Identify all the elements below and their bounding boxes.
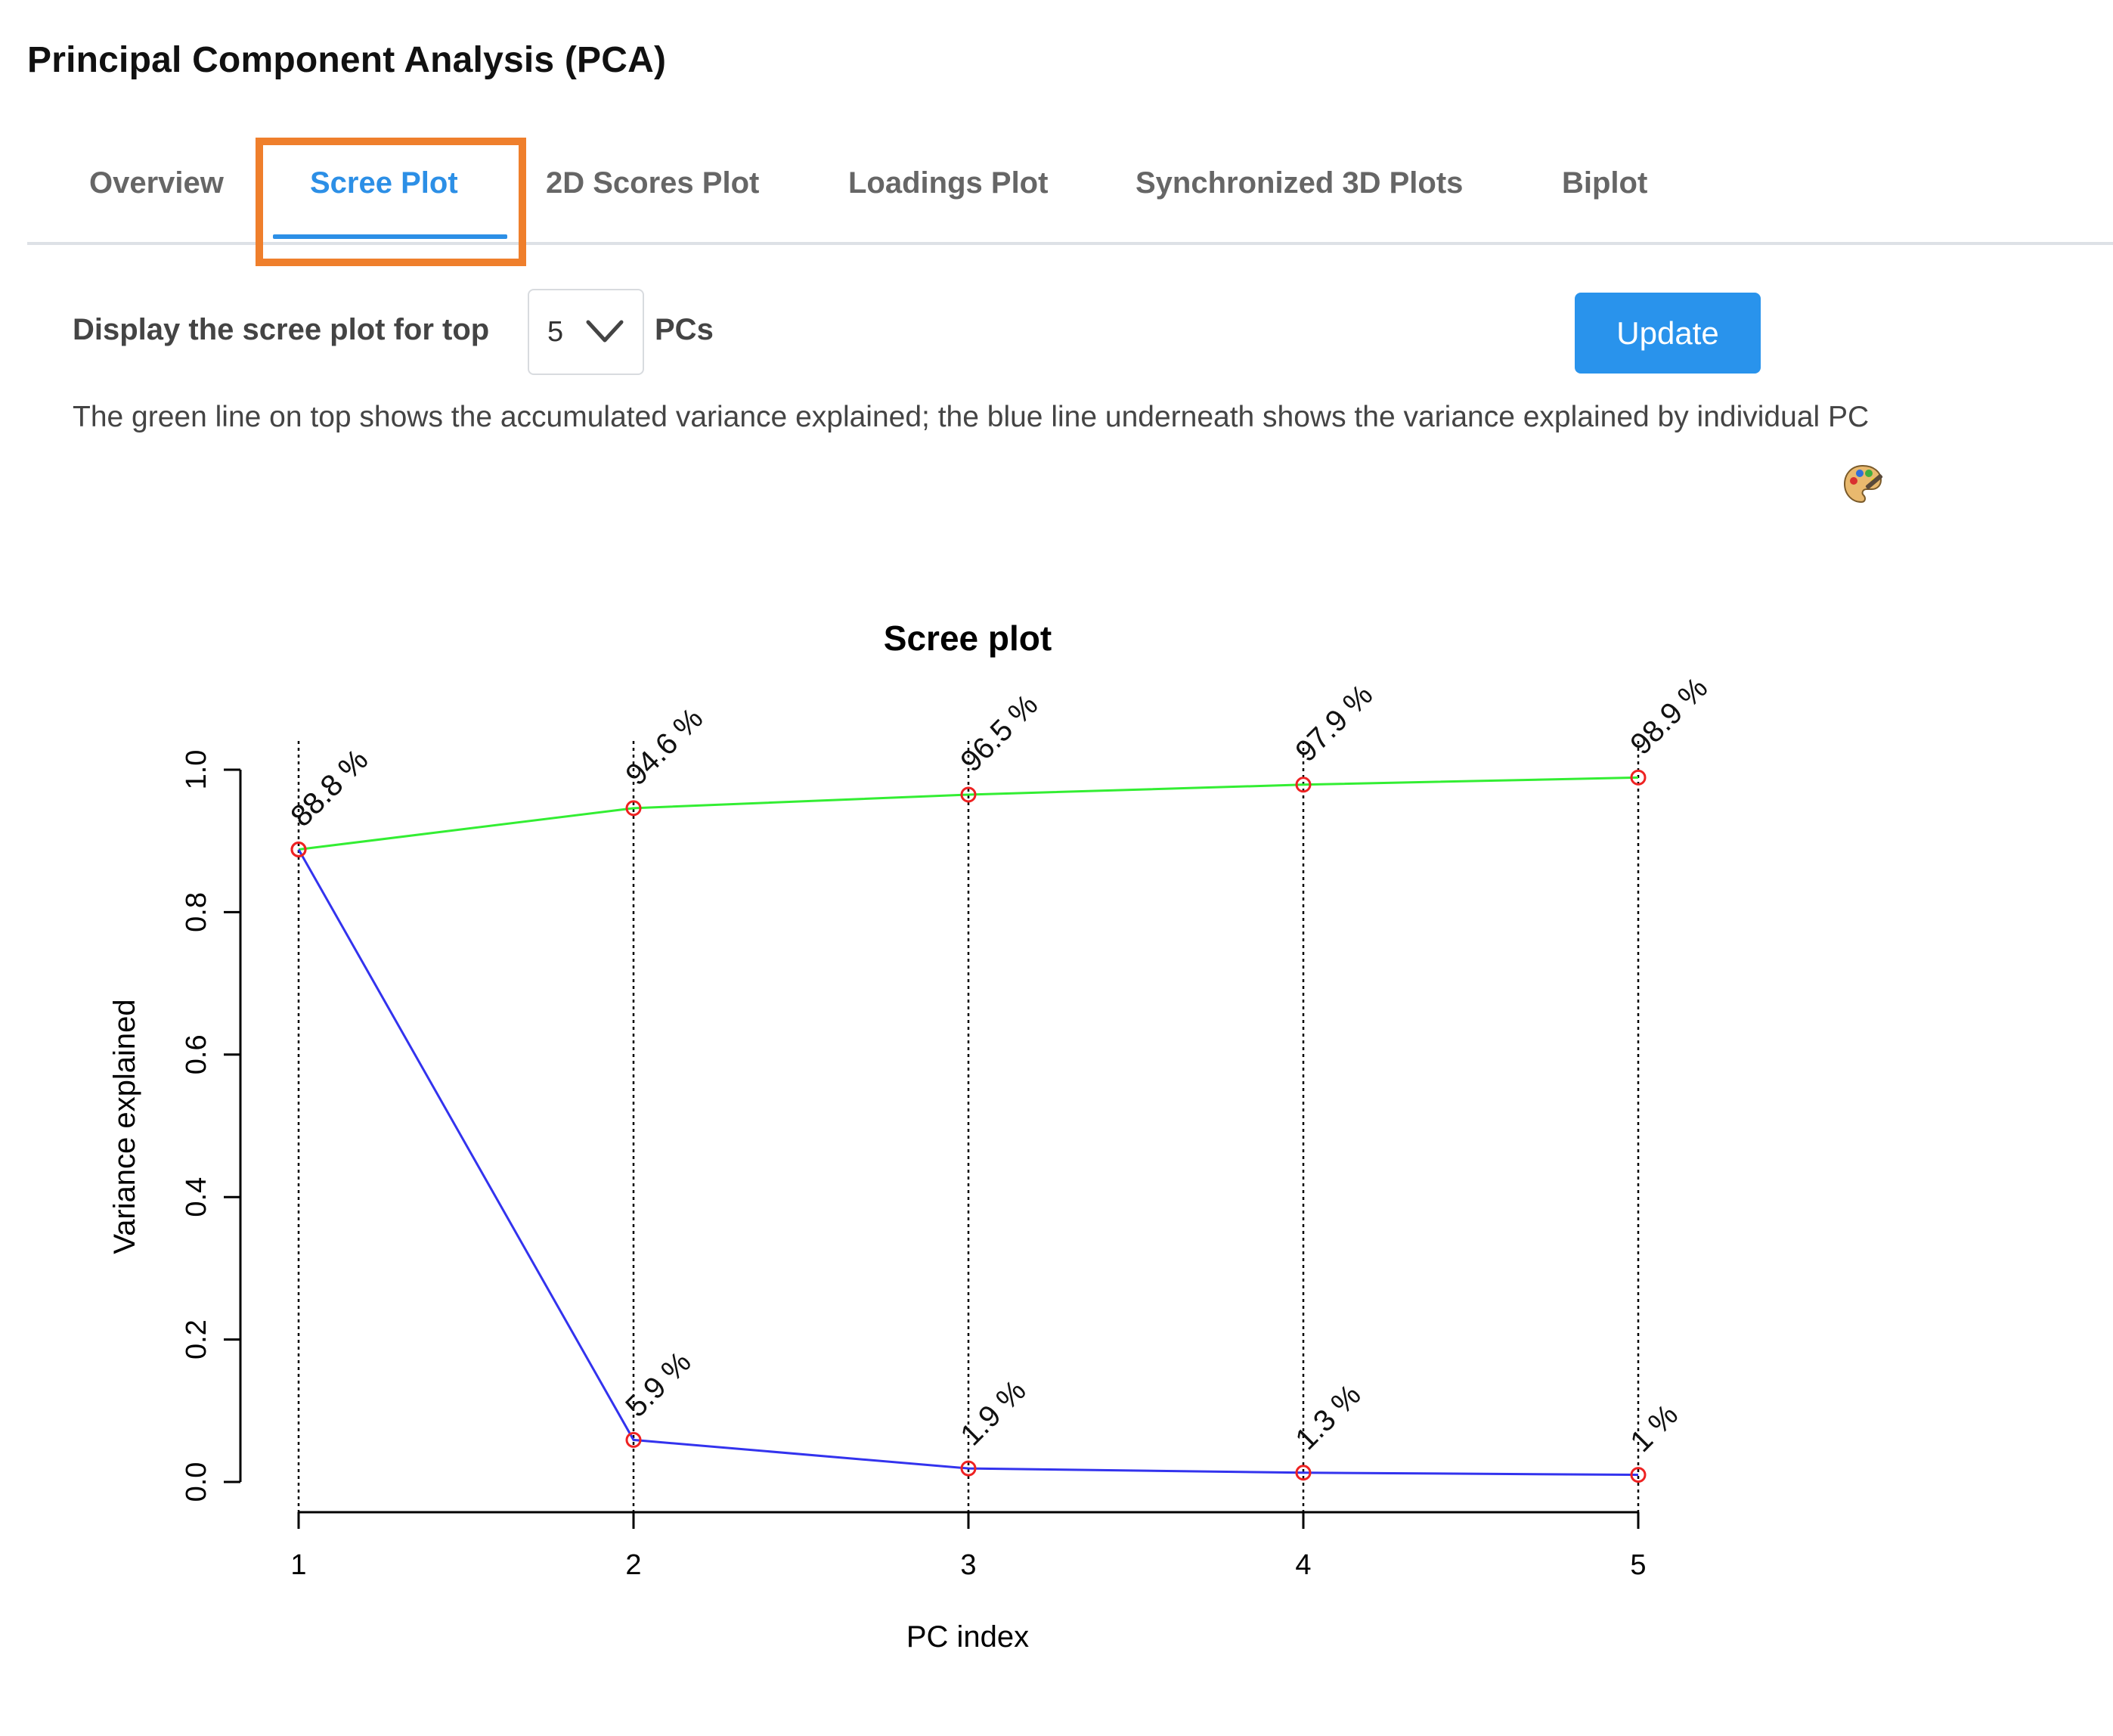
y-tick-label-0.2: 0.2: [181, 1319, 212, 1359]
tab-overview[interactable]: Overview: [89, 166, 224, 200]
individual-point-2: [625, 1431, 642, 1448]
individual-point-5: [1630, 1467, 1647, 1483]
individual-point-4: [1295, 1465, 1312, 1481]
top-pcs-value: 5: [547, 316, 564, 348]
y-tick-label-0.0: 0.0: [181, 1462, 212, 1502]
palette-icon[interactable]: [1842, 463, 1884, 505]
individual-label-5: 1 %: [1624, 1398, 1684, 1459]
x-tick-label-2: 2: [625, 1549, 641, 1581]
y-tick-label-0.8: 0.8: [181, 892, 212, 932]
cumulative-label-3: 96.5 %: [954, 688, 1044, 778]
y-tick-label-0.6: 0.6: [181, 1034, 212, 1074]
pcs-label: PCs: [655, 313, 714, 346]
cumulative-point-3: [960, 786, 977, 803]
cumulative-label-2: 94.6 %: [619, 702, 709, 792]
individual-variance-line: [297, 848, 1639, 1477]
individual-label-2: 5.9 %: [619, 1345, 697, 1423]
top-pcs-select[interactable]: 5: [528, 289, 644, 375]
active-tab-indicator: [273, 234, 507, 239]
individual-label-4: 1.3 %: [1289, 1378, 1367, 1456]
individual-point-1: [290, 842, 307, 858]
x-axis-label: PC index: [906, 1620, 1029, 1654]
tab-synchronized-3d-plots[interactable]: Synchronized 3D Plots: [1136, 166, 1464, 200]
individual-point-3: [960, 1460, 977, 1477]
individual-label-3: 1.9 %: [954, 1374, 1032, 1452]
x-tick-label-5: 5: [1630, 1549, 1646, 1581]
x-tick-label-4: 4: [1295, 1549, 1311, 1581]
cumulative-label-5: 98.9 %: [1624, 671, 1714, 761]
display-top-label: Display the scree plot for top: [73, 313, 490, 346]
cumulative-variance-line: [298, 776, 1639, 851]
tab-scree-plot[interactable]: Scree Plot: [310, 166, 458, 200]
active-tab-highlight: [256, 138, 526, 266]
x-tick-label-3: 3: [960, 1549, 976, 1581]
y-axis-label: Variance explained: [108, 999, 141, 1254]
chevron-down-icon: [586, 320, 624, 343]
y-tick-label-1.0: 1.0: [181, 750, 212, 790]
plot-description: The green line on top shows the accumula…: [73, 401, 1870, 433]
tab-bar: Overview Scree Plot 2D Scores Plot Loadi…: [27, 129, 2113, 245]
cumulative-point-2: [625, 800, 642, 817]
cumulative-point-5: [1630, 769, 1647, 786]
chart-title: Scree plot: [884, 618, 1052, 658]
cumulative-label-4: 97.9 %: [1289, 678, 1379, 768]
x-tick-label-1: 1: [290, 1549, 306, 1581]
update-button[interactable]: Update: [1575, 293, 1761, 374]
page-title: Principal Component Analysis (PCA): [27, 40, 667, 80]
tab-biplot[interactable]: Biplot: [1562, 166, 1648, 200]
tab-loadings-plot[interactable]: Loadings Plot: [848, 166, 1049, 200]
tab-2d-scores-plot[interactable]: 2D Scores Plot: [546, 166, 760, 200]
cumulative-point-4: [1295, 777, 1312, 793]
y-tick-label-0.4: 0.4: [181, 1177, 212, 1217]
